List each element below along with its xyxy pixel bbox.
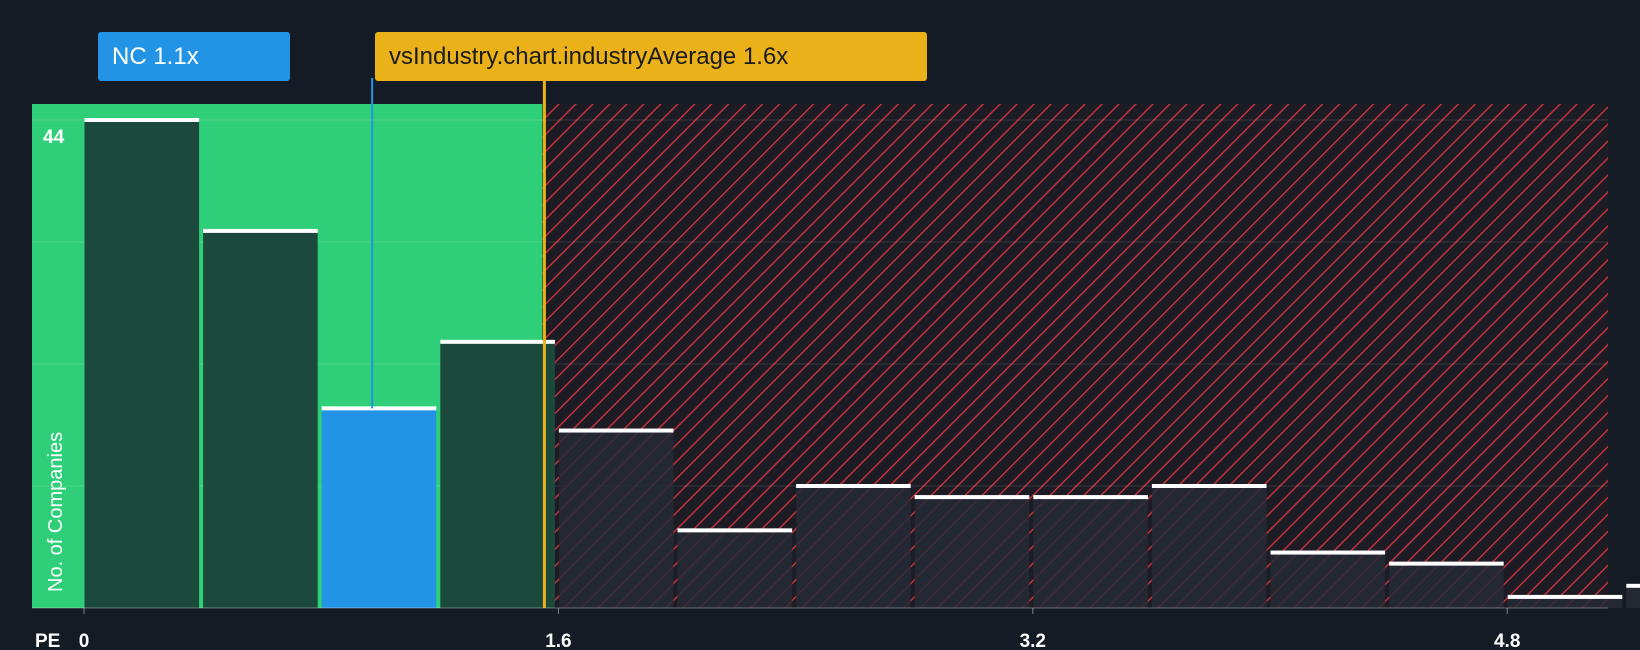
histogram-bar-top-0 <box>84 118 200 122</box>
x-tick-label-2: 3.2 <box>1020 631 1046 650</box>
x-tick-label-3: 4.8 <box>1494 631 1520 650</box>
histogram-bar-top-12 <box>1507 594 1623 599</box>
industry-average-callout: vsIndustry.chart.industryAverage 1.6x <box>375 32 927 81</box>
histogram-bar-top-4 <box>558 428 674 433</box>
histogram-bar-10 <box>1270 552 1386 608</box>
histogram-bar-12 <box>1507 596 1623 608</box>
histogram-bar-9 <box>1151 486 1267 608</box>
histogram-bar-6 <box>796 486 911 608</box>
y-axis-title: No. of Companies <box>45 432 67 592</box>
x-tick-label-1: 1.6 <box>545 631 571 650</box>
histogram-bar-2 <box>321 408 437 608</box>
histogram-bar-top-13 <box>1626 583 1640 588</box>
x-axis-title: PE <box>35 631 60 650</box>
histogram-bar-top-9 <box>1151 484 1267 488</box>
histogram-bar-top-1 <box>203 228 318 233</box>
histogram-bar-3 <box>440 341 555 608</box>
histogram-bar-8 <box>1033 497 1148 608</box>
histogram-bar-5 <box>677 530 793 608</box>
company-pe-callout: NC 1.1x <box>98 32 290 81</box>
histogram-bar-11 <box>1389 563 1504 608</box>
histogram-bar-top-10 <box>1270 550 1386 555</box>
histogram-bar-1 <box>203 230 318 608</box>
histogram-bar-top-11 <box>1389 561 1504 566</box>
histogram-bar-top-7 <box>914 495 1030 500</box>
histogram-bar-7 <box>914 497 1030 608</box>
y-axis-max-label: 44 <box>43 127 65 148</box>
histogram-bar-top-2 <box>321 406 437 411</box>
histogram-bar-13 <box>1626 585 1640 608</box>
x-tick-label-0: 0 <box>79 631 90 650</box>
histogram-bar-top-5 <box>677 528 793 533</box>
histogram-bar-top-3 <box>440 339 555 344</box>
histogram-bar-top-6 <box>796 484 911 488</box>
histogram-bar-0 <box>84 120 200 608</box>
histogram-bar-4 <box>558 430 674 608</box>
histogram-bar-top-8 <box>1033 495 1148 500</box>
